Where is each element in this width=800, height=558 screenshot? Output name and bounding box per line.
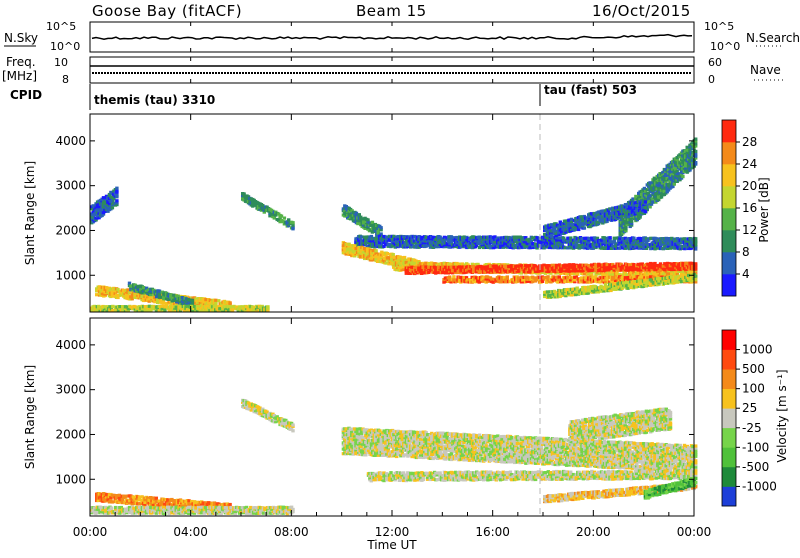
power-cell <box>452 275 455 278</box>
power-cell <box>379 226 382 229</box>
nsky-trace <box>92 35 692 40</box>
freq-strip: Freq. [MHz] 10 8 60 0 Nave <box>2 55 784 86</box>
cpid-label: CPID <box>10 88 42 102</box>
power-cell <box>694 237 697 240</box>
nsearch-tick-bottom: 10^0 <box>710 40 740 53</box>
freq-label-2: [MHz] <box>2 69 37 83</box>
power-cell <box>558 275 561 278</box>
nsky-label: N.Sky <box>4 31 38 45</box>
freq-label-1: Freq. <box>6 55 36 69</box>
power-cell <box>228 301 231 304</box>
cpid-segment-2: tau (fast) 503 <box>544 83 637 97</box>
nsky-tick-bottom: 10^0 <box>50 40 80 53</box>
power-cell <box>128 282 131 285</box>
power-cell <box>359 216 362 219</box>
power-cell <box>95 293 98 296</box>
power-cell <box>266 305 269 308</box>
power-cell <box>242 192 245 195</box>
power-cell <box>366 218 369 221</box>
power-cell <box>280 215 283 218</box>
power-cell <box>115 194 118 197</box>
power-cell <box>694 262 697 265</box>
power-cell <box>214 299 217 302</box>
power-cell <box>643 187 646 190</box>
power-cell <box>630 220 633 223</box>
power-cell <box>111 309 114 312</box>
power-cell <box>506 275 509 278</box>
power-cell <box>374 249 377 252</box>
freq-tick-bottom: 8 <box>62 73 69 86</box>
power-cell <box>102 196 105 199</box>
power-cell <box>594 263 597 266</box>
power-cell <box>115 190 118 193</box>
nsearch-tick-top: 10^5 <box>704 20 734 33</box>
cpid-segment-1: themis (tau) 3310 <box>94 93 215 107</box>
power-cell <box>603 247 606 250</box>
power-cell <box>142 286 145 289</box>
date-title: 16/Oct/2015 <box>592 2 691 20</box>
freq-tick-top: 10 <box>54 56 68 69</box>
nsky-tick-top: 10^5 <box>46 20 76 33</box>
power-cell <box>355 212 358 215</box>
power-cell <box>214 302 217 305</box>
power-cell <box>283 217 286 220</box>
power-cell <box>169 293 172 296</box>
nsearch-label: N.Search <box>746 31 800 45</box>
power-cell <box>371 221 374 224</box>
power-cell <box>694 275 697 278</box>
nsky-strip: N.Sky 10^5 10^0 10^5 10^0 N.Search <box>4 20 800 53</box>
power-cell <box>291 221 294 224</box>
station-title: Goose Bay (fitACF) <box>92 2 242 20</box>
power-cell <box>191 299 194 302</box>
power-cell <box>631 197 634 200</box>
power-cell <box>393 256 396 259</box>
power-cell <box>111 305 114 308</box>
power-cell <box>115 187 118 190</box>
power-cell <box>608 236 611 239</box>
cpid-strip: CPID themis (tau) 3310 tau (fast) 503 <box>10 83 637 110</box>
nave-tick-top: 60 <box>708 56 722 69</box>
power-cell <box>546 275 549 278</box>
nave-label: Nave <box>750 63 781 77</box>
power-cell <box>384 262 387 265</box>
power-cell <box>694 278 697 281</box>
power-cell <box>648 194 651 197</box>
power-cell <box>111 206 114 209</box>
beam-title: Beam 15 <box>356 2 427 20</box>
power-cells <box>90 138 697 313</box>
nave-tick-bottom: 0 <box>708 73 715 86</box>
power-cell <box>112 197 115 200</box>
power-cell <box>386 252 389 255</box>
power-cell <box>115 199 118 202</box>
